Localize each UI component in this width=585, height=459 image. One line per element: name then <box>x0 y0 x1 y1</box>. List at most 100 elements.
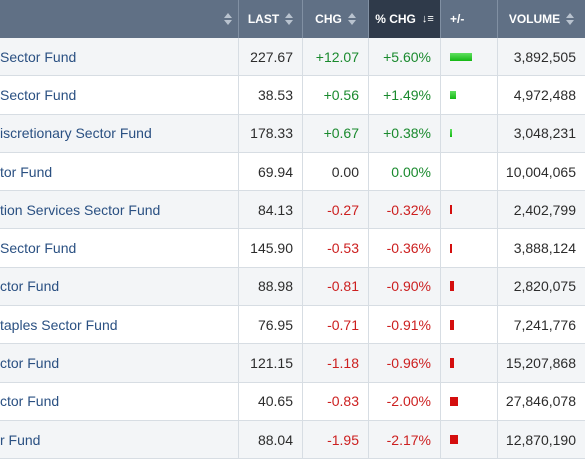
sort-icon[interactable] <box>224 13 232 25</box>
table-row[interactable]: r Fund 88.04 -1.95 -2.17% 12,870,190 <box>0 420 585 459</box>
table-body: Sector Fund 227.67 +12.07 +5.60% 3,892,505 Se… <box>0 38 585 459</box>
volume-value: 2,402,799 <box>497 191 585 229</box>
table-row[interactable]: ctor Fund 88.98 -0.81 -0.90% 2,820,075 <box>0 267 585 307</box>
pct-chg-column-header[interactable]: % CHG ↓≡ <box>368 0 440 38</box>
volume-value: 15,207,868 <box>497 344 585 382</box>
volume-value: 2,820,075 <box>497 267 585 306</box>
fund-name-link[interactable]: ctor Fund <box>0 278 60 295</box>
change-bar <box>450 129 452 138</box>
change-bar-cell <box>440 38 497 76</box>
last-price: 227.67 <box>238 38 302 76</box>
change-bar-cell <box>440 420 497 459</box>
change-value: -1.95 <box>302 420 368 459</box>
change-bar-cell <box>440 344 497 382</box>
name-column-header[interactable] <box>0 0 238 38</box>
volume-value: 4,972,488 <box>497 76 585 114</box>
percent-change: -0.91% <box>368 306 440 344</box>
table-row[interactable]: ctor Fund 121.15 -1.18 -0.96% 15,207,868 <box>0 344 585 383</box>
last-price: 145.90 <box>238 229 302 267</box>
fund-name-link[interactable]: Sector Fund <box>0 48 77 65</box>
percent-change: -2.00% <box>368 382 440 420</box>
fund-name-link[interactable]: Sector Fund <box>0 240 77 257</box>
fund-name-link[interactable]: ctor Fund <box>0 355 60 372</box>
fund-name-link[interactable]: ctor Fund <box>0 393 60 410</box>
sort-icon <box>285 13 294 25</box>
plus-minus-column-header[interactable]: +/- <box>440 0 497 38</box>
volume-value: 3,892,505 <box>497 38 585 76</box>
change-bar <box>450 205 452 215</box>
fund-name-link[interactable]: tion Services Sector Fund <box>0 201 161 218</box>
last-price: 121.15 <box>238 344 302 382</box>
change-value: -0.71 <box>302 306 368 344</box>
chg-column-header[interactable]: CHG <box>302 0 368 38</box>
volume-value: 3,048,231 <box>497 114 585 152</box>
table-row[interactable]: taples Sector Fund 76.95 -0.71 -0.91% 7,241,… <box>0 306 585 345</box>
percent-change: +5.60% <box>368 38 440 76</box>
change-value: -0.27 <box>302 191 368 229</box>
sort-descending-icon: ↓≡ <box>421 13 434 25</box>
last-price: 76.95 <box>238 306 302 344</box>
last-price: 178.33 <box>238 114 302 152</box>
table-row[interactable]: Sector Fund 38.53 +0.56 +1.49% 4,972,488 <box>0 76 585 115</box>
plus-minus-header-label: +/- <box>450 12 465 26</box>
change-bar-cell <box>440 191 497 229</box>
change-bar <box>450 358 454 369</box>
last-price: 84.13 <box>238 191 302 229</box>
table-row[interactable]: tion Services Sector Fund 84.13 -0.27 -0.32… <box>0 191 585 230</box>
volume-header-label: VOLUME <box>508 12 561 26</box>
change-value: 0.00 <box>302 152 368 191</box>
last-header-label: LAST <box>247 12 280 26</box>
table-row[interactable]: ctor Fund 40.65 -0.83 -2.00% 27,846,078 <box>0 382 585 421</box>
change-bar-cell <box>440 76 497 114</box>
change-value: -0.81 <box>302 267 368 306</box>
change-bar <box>450 435 458 445</box>
percent-change: -0.96% <box>368 344 440 382</box>
last-price: 88.98 <box>238 267 302 306</box>
last-price: 40.65 <box>238 382 302 420</box>
change-value: +12.07 <box>302 38 368 76</box>
fund-name-link[interactable]: r Fund <box>0 431 41 448</box>
sort-icon <box>347 13 356 25</box>
volume-value: 12,870,190 <box>497 420 585 459</box>
volume-value: 3,888,124 <box>497 229 585 267</box>
last-price: 38.53 <box>238 76 302 114</box>
change-bar <box>450 52 472 61</box>
volume-value: 10,004,065 <box>497 152 585 191</box>
change-value: -1.18 <box>302 344 368 382</box>
change-bar-cell <box>440 382 497 420</box>
change-bar <box>450 90 456 99</box>
table-row[interactable]: Sector Fund 227.67 +12.07 +5.60% 3,892,505 <box>0 38 585 77</box>
change-bar <box>450 281 454 292</box>
percent-change: -0.36% <box>368 229 440 267</box>
table-row[interactable]: Sector Fund 145.90 -0.53 -0.36% 3,888,124 <box>0 229 585 268</box>
volume-value: 7,241,776 <box>497 306 585 344</box>
last-price: 88.04 <box>238 420 302 459</box>
change-value: +0.67 <box>302 114 368 152</box>
table-row[interactable]: tor Fund 69.94 0.00 0.00% 10,004,065 <box>0 152 585 192</box>
change-bar-cell <box>440 306 497 344</box>
change-bar <box>450 396 458 406</box>
sort-icon <box>566 13 575 25</box>
percent-change: 0.00% <box>368 152 440 191</box>
percent-change: -2.17% <box>368 420 440 459</box>
change-bar-cell <box>440 267 497 306</box>
last-price: 69.94 <box>238 152 302 191</box>
fund-name-link[interactable]: tor Fund <box>0 163 53 180</box>
fund-name-link[interactable]: iscretionary Sector Fund <box>0 125 152 142</box>
volume-column-header[interactable]: VOLUME <box>497 0 585 38</box>
chg-header-label: CHG <box>315 12 342 26</box>
change-value: -0.83 <box>302 382 368 420</box>
change-bar-cell <box>440 229 497 267</box>
table-row[interactable]: iscretionary Sector Fund 178.33 +0.67 +0.38… <box>0 114 585 153</box>
table-header: LAST CHG % CHG ↓≡ +/- VOLUME <box>0 0 585 38</box>
change-value: +0.56 <box>302 76 368 114</box>
fund-name-link[interactable]: Sector Fund <box>0 86 77 103</box>
last-column-header[interactable]: LAST <box>238 0 302 38</box>
change-bar-cell <box>440 114 497 152</box>
change-bar <box>450 243 452 253</box>
percent-change: +1.49% <box>368 76 440 114</box>
percent-change: -0.90% <box>368 267 440 306</box>
change-value: -0.53 <box>302 229 368 267</box>
fund-name-link[interactable]: taples Sector Fund <box>0 316 118 333</box>
